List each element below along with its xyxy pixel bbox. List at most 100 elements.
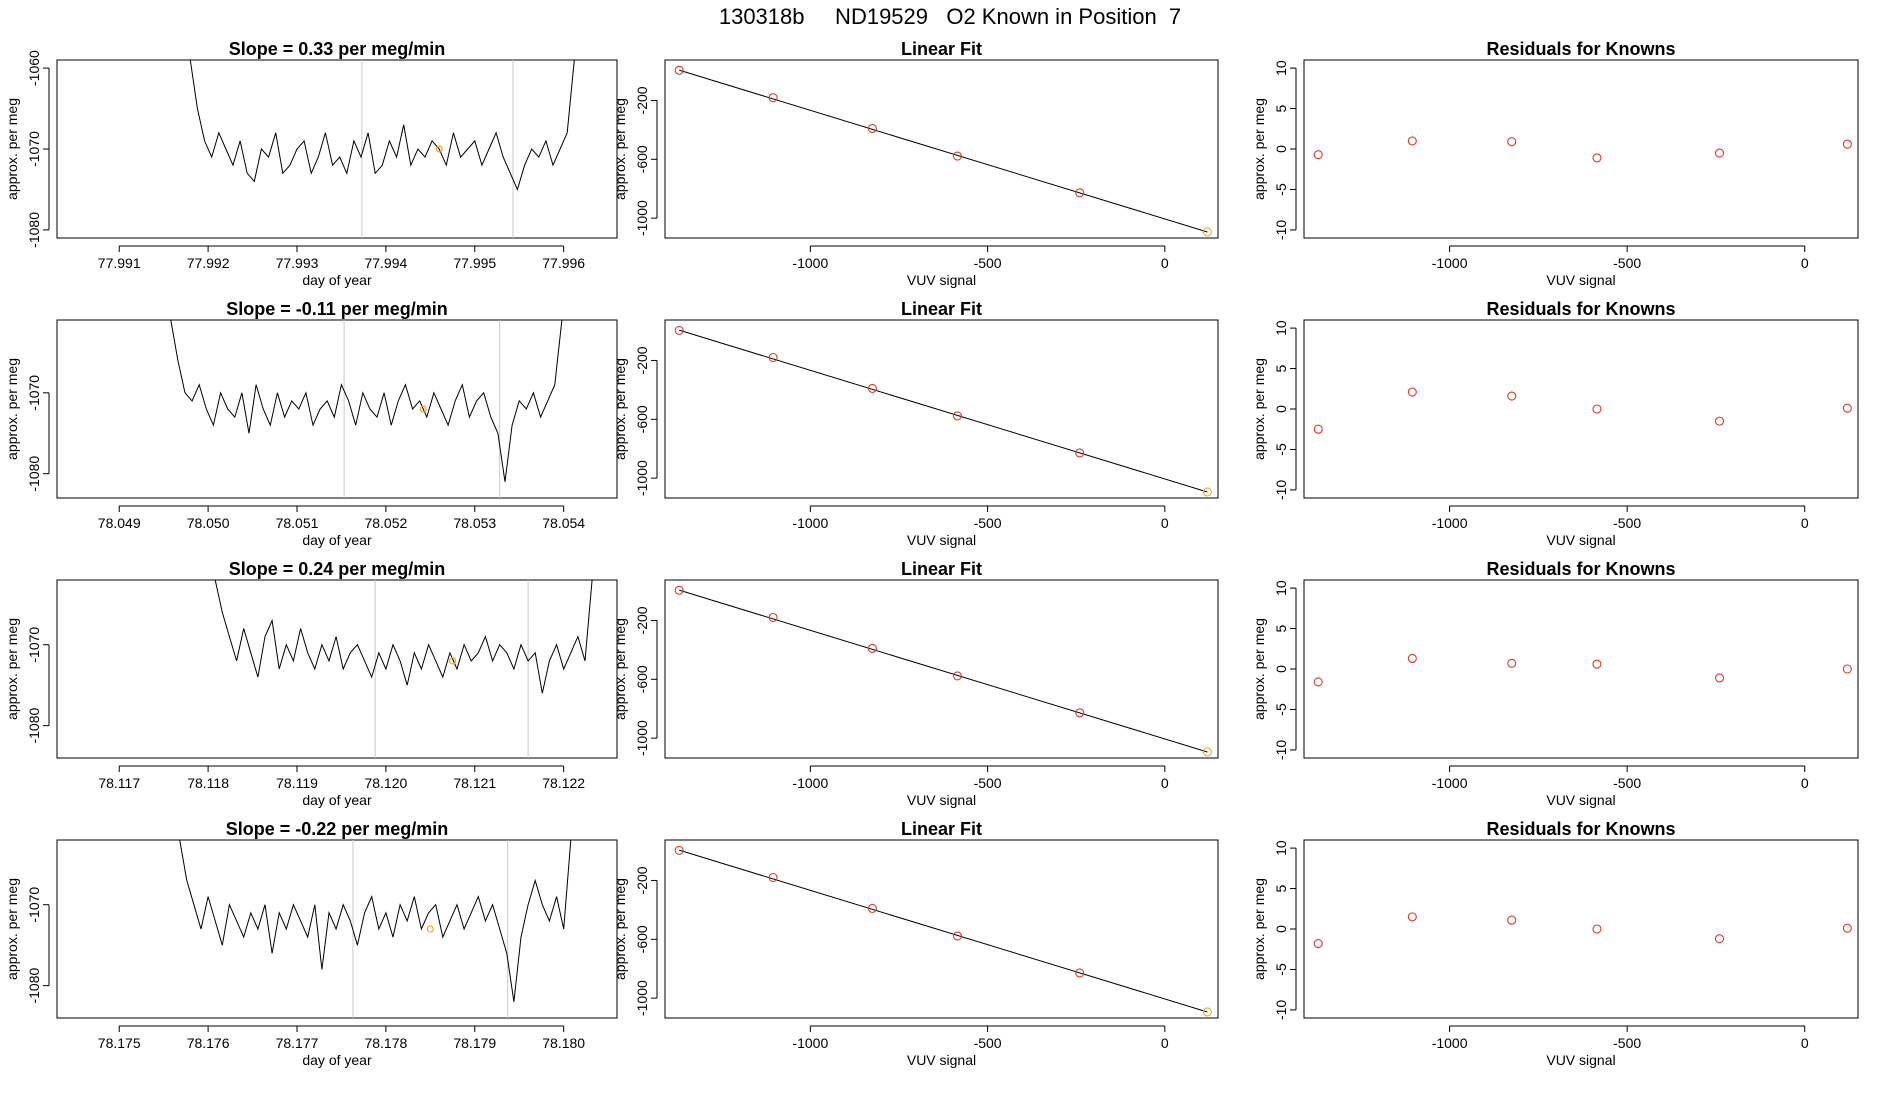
x-tick-label: -1000 <box>1432 1035 1468 1051</box>
data-point <box>674 585 684 595</box>
data-point <box>768 352 778 363</box>
y-tick-label: 5 <box>1273 884 1289 892</box>
y-tick-label: -200 <box>634 346 650 374</box>
x-tick-label: 77.996 <box>542 255 585 271</box>
y-axis-label: approx. per meg <box>612 98 628 200</box>
y-tick-label: 0 <box>1273 145 1289 153</box>
highlight-point <box>426 925 434 933</box>
residual-point <box>1592 153 1602 163</box>
panel-timeseries-row-3: Slope = 0.24 per meg/min 78.117 78.118 78.1… <box>4 559 618 808</box>
x-tick-label: 78.118 <box>187 775 229 791</box>
x-tick-label: -500 <box>1613 775 1641 791</box>
timeseries-trace <box>189 60 575 191</box>
x-tick-label: -1000 <box>1432 255 1468 271</box>
residual-point <box>1313 150 1323 160</box>
plot-frame <box>1303 59 1859 239</box>
x-tick-label: -1000 <box>792 775 828 791</box>
panel-title: Slope = 0.33 per meg/min <box>229 39 446 59</box>
data-point <box>952 671 963 681</box>
y-tick-label: 5 <box>1273 364 1289 372</box>
x-tick-label: 0 <box>1161 775 1169 791</box>
y-tick-label: -1070 <box>26 375 42 411</box>
plot-frame <box>664 579 1219 759</box>
data-point <box>1075 708 1085 718</box>
residual-point <box>1407 653 1417 664</box>
x-tick-label: 78.051 <box>276 515 319 531</box>
y-tick-label: -1070 <box>26 887 42 923</box>
residual-point <box>1313 939 1323 949</box>
y-tick-label: -1080 <box>26 456 42 492</box>
panel-timeseries-row-4: Slope = -0.22 per meg/min 78.175 78.176 78.… <box>4 819 618 1068</box>
x-axis-label: day of year <box>302 1052 372 1068</box>
y-tick-label: -1000 <box>634 720 650 756</box>
plot-frame <box>56 839 618 1019</box>
data-point <box>1075 188 1085 198</box>
y-tick-label: -5 <box>1273 443 1289 456</box>
residual-point <box>1407 387 1417 397</box>
plot-frame <box>56 579 618 759</box>
residual-point <box>1407 136 1417 146</box>
x-tick-label: -500 <box>1613 1035 1641 1051</box>
panel-title: Slope = -0.22 per meg/min <box>226 819 449 839</box>
residual-point <box>1842 923 1852 933</box>
y-tick-label: -5 <box>1273 183 1289 196</box>
x-tick-label: 78.119 <box>276 775 318 791</box>
fit-line <box>679 589 1208 753</box>
plot-frame <box>664 839 1219 1019</box>
data-point <box>1075 448 1085 458</box>
y-tick-label: -5 <box>1273 963 1289 976</box>
residual-point <box>1313 677 1323 687</box>
x-tick-label: 78.179 <box>453 1035 496 1051</box>
x-tick-label: 78.122 <box>542 775 585 791</box>
y-axis-label: approx. per meg <box>4 878 20 980</box>
y-tick-label: -600 <box>634 665 650 693</box>
plot-frame <box>664 319 1219 499</box>
residual-point <box>1842 403 1852 413</box>
x-tick-label: 78.175 <box>98 1035 141 1051</box>
fit-line <box>679 849 1208 1013</box>
x-tick-label: 0 <box>1801 1035 1809 1051</box>
x-tick-label: 78.121 <box>453 775 496 791</box>
panel-title: Slope = -0.11 per meg/min <box>226 299 448 319</box>
residual-point <box>1714 673 1725 683</box>
x-axis-label: VUV signal <box>1546 272 1615 288</box>
y-tick-label: -1080 <box>26 708 42 744</box>
x-tick-label: 78.178 <box>364 1035 407 1051</box>
y-tick-label: -600 <box>634 405 650 433</box>
y-tick-label: -10 <box>1273 740 1289 760</box>
panel-title: Residuals for Knowns <box>1486 819 1675 839</box>
x-tick-label: 78.120 <box>364 775 407 791</box>
data-point <box>674 845 684 855</box>
highlight-point <box>1202 1007 1212 1017</box>
residual-point <box>1313 424 1323 434</box>
y-tick-label: -200 <box>634 866 650 894</box>
data-point <box>1075 968 1085 978</box>
y-tick-label: 10 <box>1273 840 1289 856</box>
data-point <box>867 643 877 653</box>
x-axis-label: VUV signal <box>1546 792 1615 808</box>
residual-point <box>1842 139 1852 149</box>
y-axis-label: approx. per meg <box>4 98 20 200</box>
x-tick-label: -500 <box>974 1035 1002 1051</box>
panel-title: Linear Fit <box>901 39 982 59</box>
data-point <box>867 383 877 393</box>
highlight-point <box>419 405 427 413</box>
panel-residuals-row-4: Residuals for Knowns -1000 -500 0 VUV signal… <box>1251 819 1859 1068</box>
y-tick-label: -1060 <box>26 50 42 86</box>
x-axis-label: VUV signal <box>1546 1052 1615 1068</box>
data-point <box>674 65 684 75</box>
panel-fit-row-3: Linear Fit -1000 -500 0 VUV signal -1000 -600 -… <box>612 559 1219 808</box>
plot-frame <box>1303 579 1859 759</box>
y-axis-label: approx. per meg <box>1251 98 1267 200</box>
data-point <box>952 931 963 941</box>
plot-frame <box>1303 319 1859 499</box>
residual-point <box>1592 924 1602 934</box>
x-tick-label: 78.176 <box>187 1035 230 1051</box>
panel-title: Linear Fit <box>901 819 982 839</box>
plot-area <box>1313 387 1852 434</box>
residual-point <box>1507 391 1517 401</box>
plot-area <box>214 580 593 758</box>
plot-area <box>170 320 563 498</box>
x-tick-label: -1000 <box>1432 515 1468 531</box>
plot-area <box>674 65 1212 237</box>
